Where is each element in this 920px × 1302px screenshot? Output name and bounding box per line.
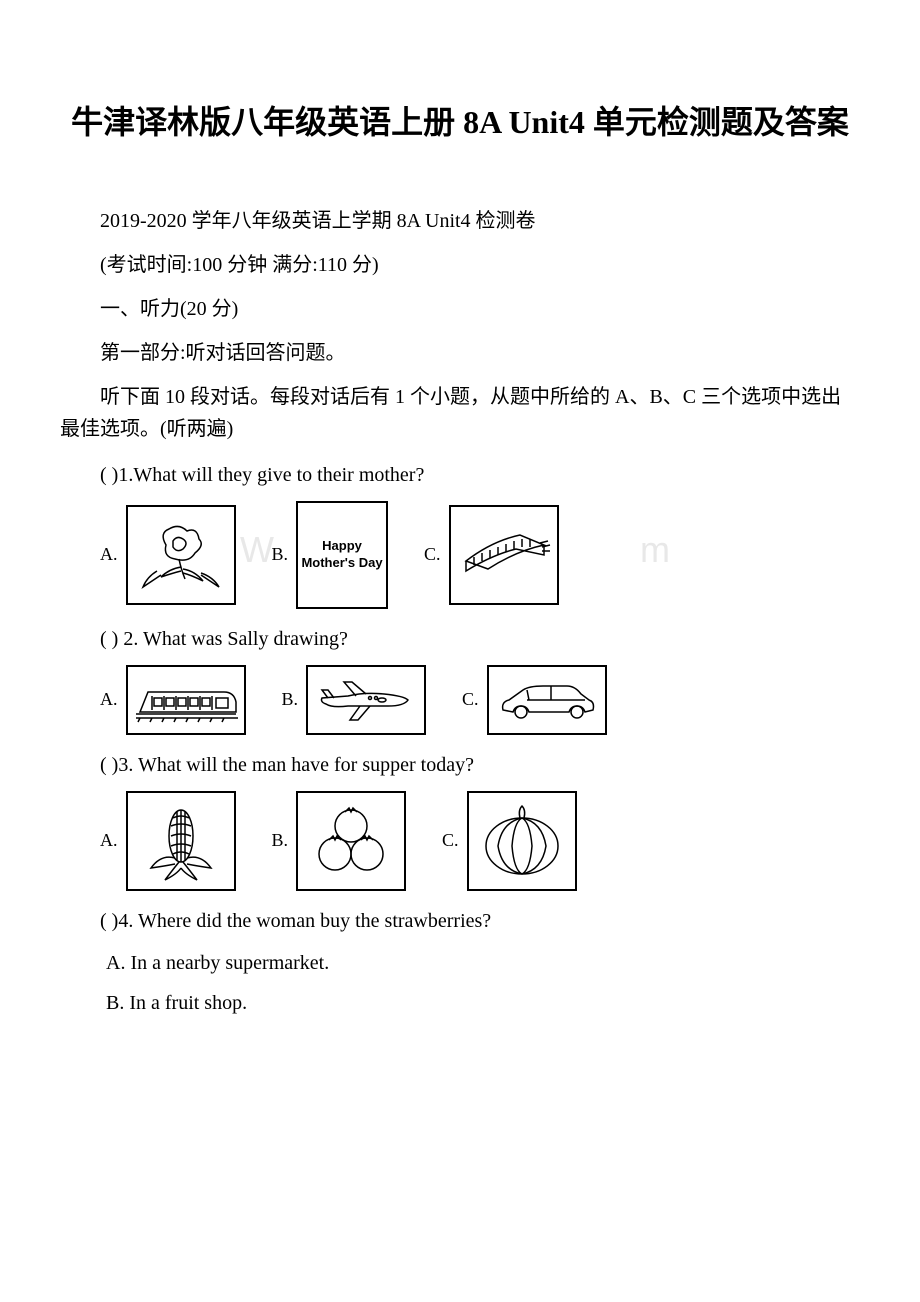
tomatoes-icon bbox=[296, 791, 406, 891]
q1-choice-c: C. bbox=[424, 505, 559, 605]
q2-choices: A. B. bbox=[100, 665, 860, 735]
choice-label-a: A. bbox=[100, 540, 118, 569]
q2-choice-b: B. bbox=[282, 665, 427, 735]
q3-choice-c: C. bbox=[442, 791, 577, 891]
question-1: ( )1.What will they give to their mother… bbox=[60, 459, 860, 491]
choice-label-b: B. bbox=[272, 826, 289, 855]
choice-label-a: A. bbox=[100, 685, 118, 714]
q2-choice-a: A. bbox=[100, 665, 246, 735]
choice-label-c: C. bbox=[424, 540, 441, 569]
card-text: Happy Mother's Day bbox=[301, 538, 382, 572]
car-icon bbox=[487, 665, 607, 735]
corn-icon bbox=[126, 791, 236, 891]
part-1-label: 第一部分:听对话回答问题。 bbox=[60, 337, 860, 369]
question-2: ( ) 2. What was Sally drawing? bbox=[60, 623, 860, 655]
q4-option-b: B. In a fruit shop. bbox=[60, 987, 860, 1019]
q3-choice-b: B. bbox=[272, 791, 407, 891]
scarf-icon bbox=[449, 505, 559, 605]
document-title: 牛津译林版八年级英语上册 8A Unit4 单元检测题及答案 bbox=[60, 100, 860, 145]
pumpkin-icon bbox=[467, 791, 577, 891]
train-icon bbox=[126, 665, 246, 735]
exam-info: (考试时间:100 分钟 满分:110 分) bbox=[60, 249, 860, 281]
q2-choice-c: C. bbox=[462, 665, 607, 735]
choice-label-a: A. bbox=[100, 826, 118, 855]
q3-choice-a: A. bbox=[100, 791, 236, 891]
section-listening: 一、听力(20 分) bbox=[60, 293, 860, 325]
q4-option-a: A. In a nearby supermarket. bbox=[60, 947, 860, 979]
q3-choices: A. B. bbox=[100, 791, 860, 891]
rose-icon bbox=[126, 505, 236, 605]
watermark-right: m bbox=[640, 521, 674, 579]
instruction-text: 听下面 10 段对话。每段对话后有 1 个小题，从题中所给的 A、B、C 三个选… bbox=[60, 381, 860, 445]
choice-label-b: B. bbox=[272, 540, 289, 569]
mothers-day-card-icon: Happy Mother's Day bbox=[296, 501, 388, 609]
plane-icon bbox=[306, 665, 426, 735]
choice-label-c: C. bbox=[442, 826, 459, 855]
q1-choices: W m A. B. Happy Mother's Day bbox=[100, 501, 860, 609]
choice-label-c: C. bbox=[462, 685, 479, 714]
subtitle: 2019-2020 学年八年级英语上学期 8A Unit4 检测卷 bbox=[60, 205, 860, 237]
question-3: ( )3. What will the man have for supper … bbox=[60, 749, 860, 781]
q1-choice-b: B. Happy Mother's Day bbox=[272, 501, 389, 609]
question-4: ( )4. Where did the woman buy the strawb… bbox=[60, 905, 860, 937]
q1-choice-a: A. bbox=[100, 505, 236, 605]
choice-label-b: B. bbox=[282, 685, 299, 714]
